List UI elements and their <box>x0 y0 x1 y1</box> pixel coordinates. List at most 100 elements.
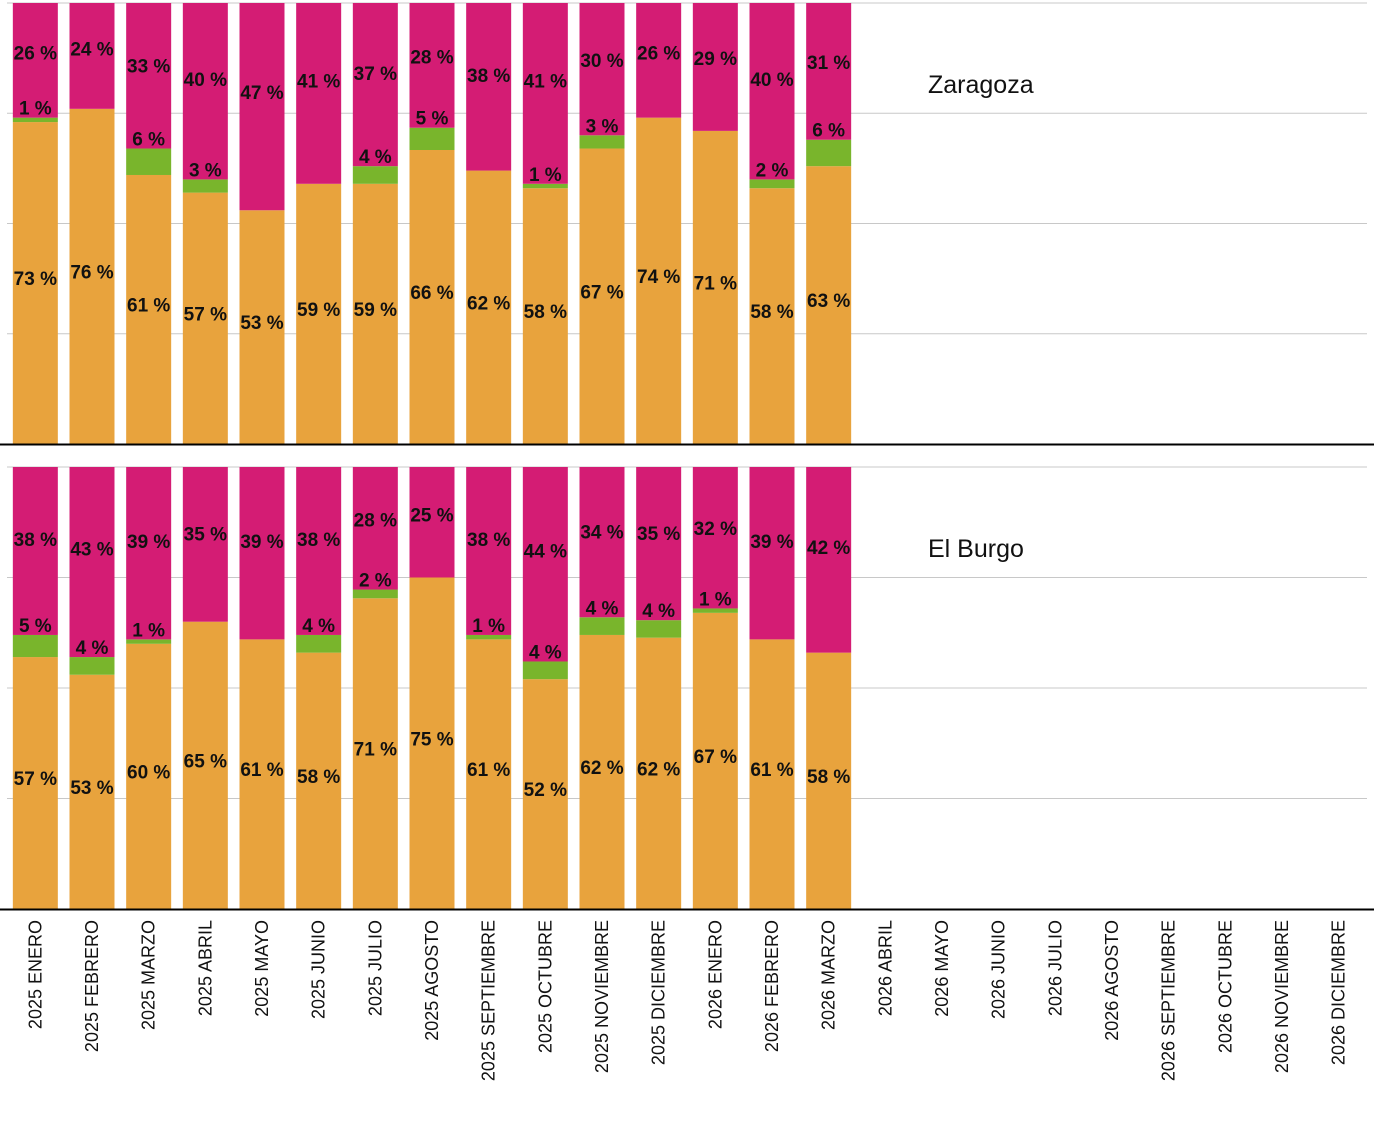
x-tick-label: 2026 FEBRERO <box>762 920 782 1052</box>
value-label: 34 % <box>580 523 623 544</box>
value-label: 4 % <box>76 638 109 659</box>
x-tick-label: 2026 NOVIEMBRE <box>1272 920 1292 1073</box>
value-label: 61 % <box>750 760 793 781</box>
value-label: 31 % <box>807 53 850 74</box>
value-label: 63 % <box>807 291 850 312</box>
value-label: 61 % <box>127 295 170 316</box>
value-label: 26 % <box>637 43 680 64</box>
bar-segment-magenta <box>182 3 228 180</box>
bar-segment-green <box>522 183 568 189</box>
bar-segment-green <box>692 608 738 613</box>
bar-segment-magenta <box>749 3 795 180</box>
value-label: 38 % <box>297 530 340 551</box>
value-label: 58 % <box>297 767 340 788</box>
bar-segment-orange <box>69 674 115 909</box>
value-label: 4 % <box>642 601 675 622</box>
x-tick-label: 2026 JULIO <box>1045 920 1065 1016</box>
value-label: 35 % <box>184 525 227 546</box>
bar-segment-orange <box>692 130 738 444</box>
bar-segment-green <box>466 634 512 640</box>
value-label: 1 % <box>529 165 562 186</box>
value-label: 66 % <box>410 283 453 304</box>
panel-title: El Burgo <box>928 535 1024 563</box>
value-label: 41 % <box>297 72 340 93</box>
bar-segment-green <box>749 179 795 189</box>
value-label: 67 % <box>580 282 623 303</box>
value-label: 62 % <box>467 293 510 314</box>
x-tick-label: 2025 MARZO <box>139 920 159 1030</box>
bar-segment-orange <box>239 639 285 909</box>
x-tick-label: 2026 ENERO <box>705 920 725 1029</box>
value-label: 6 % <box>812 121 845 142</box>
bar-segment-magenta <box>296 467 342 635</box>
bar-segment-green <box>579 135 625 149</box>
value-label: 2 % <box>359 571 392 592</box>
x-tick-label: 2025 AGOSTO <box>422 920 442 1041</box>
bar-segment-orange <box>182 192 228 444</box>
bar-segment-magenta <box>579 3 625 136</box>
x-tick-label: 2025 SEPTIEMBRE <box>479 920 499 1081</box>
value-label: 6 % <box>132 130 165 151</box>
x-tick-label: 2026 MARZO <box>819 920 839 1030</box>
bar-segment-magenta <box>636 3 682 118</box>
bar-segment-magenta <box>296 3 342 184</box>
bar-segment-magenta <box>636 467 682 621</box>
bar-segment-magenta <box>182 467 228 622</box>
bar-segment-magenta <box>69 467 115 658</box>
value-label: 33 % <box>127 57 170 78</box>
value-label: 67 % <box>694 747 737 768</box>
bar-segment-magenta <box>466 3 512 171</box>
bar-segment-green <box>296 634 342 653</box>
bar-segment-magenta <box>126 3 172 149</box>
value-label: 39 % <box>127 532 170 553</box>
value-label: 58 % <box>524 302 567 323</box>
bar-segment-orange <box>636 117 682 444</box>
x-tick-label: 2026 MAYO <box>932 920 952 1017</box>
bar-segment-orange <box>352 183 398 444</box>
bar-segment-magenta <box>12 467 58 635</box>
bar-segment-green <box>69 657 115 675</box>
value-label: 41 % <box>524 72 567 93</box>
bar-segment-green <box>579 617 625 635</box>
value-label: 39 % <box>240 532 283 553</box>
value-label: 76 % <box>70 262 113 283</box>
value-label: 53 % <box>240 313 283 334</box>
value-label: 61 % <box>240 760 283 781</box>
panel-title: Zaragoza <box>928 71 1034 99</box>
bar-segment-green <box>409 127 455 150</box>
bar-segment-orange <box>522 679 568 909</box>
x-axis: 2025 ENERO 2025 FEBRERO 2025 MARZO 2025 ABR… <box>25 920 1348 1081</box>
bar-segment-green <box>12 634 58 658</box>
value-label: 52 % <box>524 780 567 801</box>
value-label: 40 % <box>750 70 793 91</box>
value-label: 71 % <box>354 740 397 761</box>
value-label: 57 % <box>184 304 227 325</box>
bar-segment-magenta <box>692 467 738 609</box>
bar-segment-magenta <box>12 3 58 118</box>
value-label: 5 % <box>416 109 449 130</box>
bar-segment-orange <box>69 108 115 444</box>
value-label: 61 % <box>467 760 510 781</box>
value-label: 3 % <box>586 116 619 137</box>
value-label: 4 % <box>586 598 619 619</box>
bar-segment-orange <box>579 634 625 909</box>
value-label: 26 % <box>14 43 57 64</box>
bar-segment-green <box>352 589 398 599</box>
value-label: 74 % <box>637 267 680 288</box>
value-label: 57 % <box>14 769 57 790</box>
bar-segment-orange <box>409 577 455 909</box>
value-label: 62 % <box>637 759 680 780</box>
value-label: 62 % <box>580 758 623 779</box>
x-tick-label: 2025 JULIO <box>365 920 385 1016</box>
bar-segment-orange <box>522 188 568 444</box>
bar-segment-orange <box>182 621 228 909</box>
value-label: 47 % <box>240 83 283 104</box>
bar-segment-magenta <box>239 467 285 640</box>
x-tick-label: 2026 OCTUBRE <box>1215 920 1235 1053</box>
x-tick-label: 2025 DICIEMBRE <box>649 920 669 1065</box>
bar-segment-orange <box>636 637 682 909</box>
bar-segment-orange <box>749 639 795 909</box>
bar-segment-orange <box>12 122 58 444</box>
bar-segment-magenta <box>466 467 512 635</box>
x-tick-label: 2025 JUNIO <box>309 920 329 1019</box>
